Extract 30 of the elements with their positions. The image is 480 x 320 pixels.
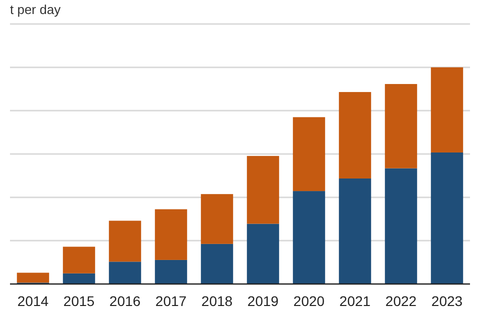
bar: [154, 209, 188, 260]
x-tick-label: 2023: [431, 293, 463, 309]
bar: [430, 152, 464, 284]
bar: [246, 156, 280, 224]
x-tick-label: 2015: [63, 293, 95, 309]
bar: [384, 84, 418, 168]
bar: [246, 224, 280, 284]
bar: [338, 178, 372, 284]
bar: [292, 191, 326, 284]
bar: [292, 117, 326, 192]
x-tick-label: 2019: [247, 293, 279, 309]
x-tick-label: 2018: [201, 293, 233, 309]
chart-title: t per day: [10, 2, 62, 17]
bar: [62, 273, 96, 284]
bar: [16, 272, 50, 283]
bar: [384, 168, 418, 284]
bar: [154, 260, 188, 284]
x-tick-label: 2021: [339, 293, 371, 309]
bar: [108, 220, 142, 262]
x-tick-label: 2014: [17, 293, 49, 309]
x-tick-label: 2017: [155, 293, 187, 309]
bar: [338, 92, 372, 178]
bar: [62, 246, 96, 274]
bar: [200, 244, 234, 284]
x-tick-label: 2016: [109, 293, 141, 309]
x-tick-label: 2020: [293, 293, 325, 309]
bar: [200, 194, 234, 244]
bar: [430, 67, 464, 152]
bar: [108, 262, 142, 284]
x-tick-label: 2022: [385, 293, 417, 309]
